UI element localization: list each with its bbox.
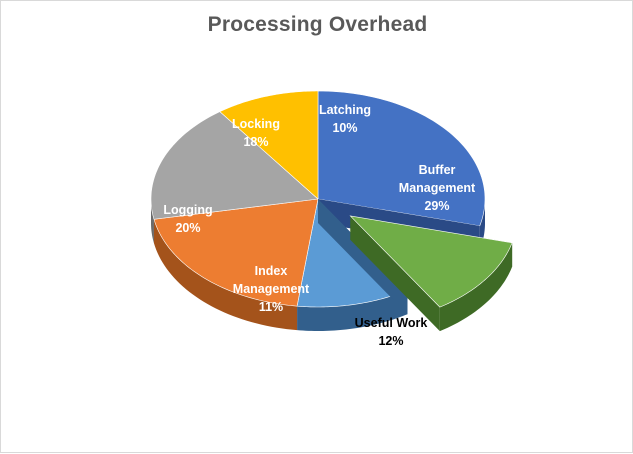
pie-slice-top-locking	[150, 111, 319, 220]
data-label-value-useful-work: 12%	[378, 334, 403, 348]
data-label-value-index-management: 11%	[259, 300, 283, 314]
pie-slice-top-useful-work	[349, 215, 513, 308]
pie-slice-side-logging	[153, 219, 298, 331]
data-label-latching: Latching 10%	[319, 103, 371, 135]
pie-slice-side-buffer-management	[479, 199, 485, 250]
data-label-text-index-management: Index	[255, 264, 288, 278]
data-label-useful-work: Useful Work 12%	[355, 316, 428, 348]
data-label-text-locking: Locking	[232, 117, 280, 131]
pie-slice-top-logging	[153, 198, 319, 307]
data-label-value-locking: 18%	[243, 135, 268, 149]
pie-slice-useful-work	[349, 215, 513, 332]
data-label-locking: Locking 18%	[232, 117, 280, 149]
data-label-buffer-management: Buffer Management 29%	[399, 163, 476, 213]
data-label-text-latching: Latching	[319, 103, 371, 117]
pie-slice-latching	[219, 90, 319, 200]
data-label-text-buffer-management: Management	[399, 181, 476, 195]
pie-slice-locking	[150, 111, 319, 244]
pie-slice-edge-useful-work-1	[350, 215, 440, 332]
pie-slice-top-buffer-management	[317, 90, 486, 227]
pie-slice-buffer-management	[317, 90, 486, 250]
chart-title: Processing Overhead	[207, 13, 428, 36]
data-label-text-useful-work: Useful Work	[355, 316, 428, 330]
data-label-value-latching: 10%	[332, 121, 357, 135]
data-label-value-buffer-management: 29%	[424, 199, 449, 213]
data-label-value-logging: 20%	[175, 221, 200, 235]
pie-slice-side-index-management	[297, 290, 408, 331]
pie-slice-top-latching	[219, 90, 319, 200]
pie-slice-logging	[153, 198, 319, 331]
data-label-text-logging: Logging	[163, 203, 212, 217]
data-label-text-buffer-management: Buffer	[419, 163, 456, 177]
pie-cut-face-1	[318, 199, 408, 315]
data-label-text-index-management: Management	[233, 282, 310, 296]
data-label-logging: Logging 20%	[163, 203, 212, 235]
pie-slice-side-useful-work	[439, 242, 513, 332]
data-label-index-management: Index Management 11%	[233, 264, 310, 314]
